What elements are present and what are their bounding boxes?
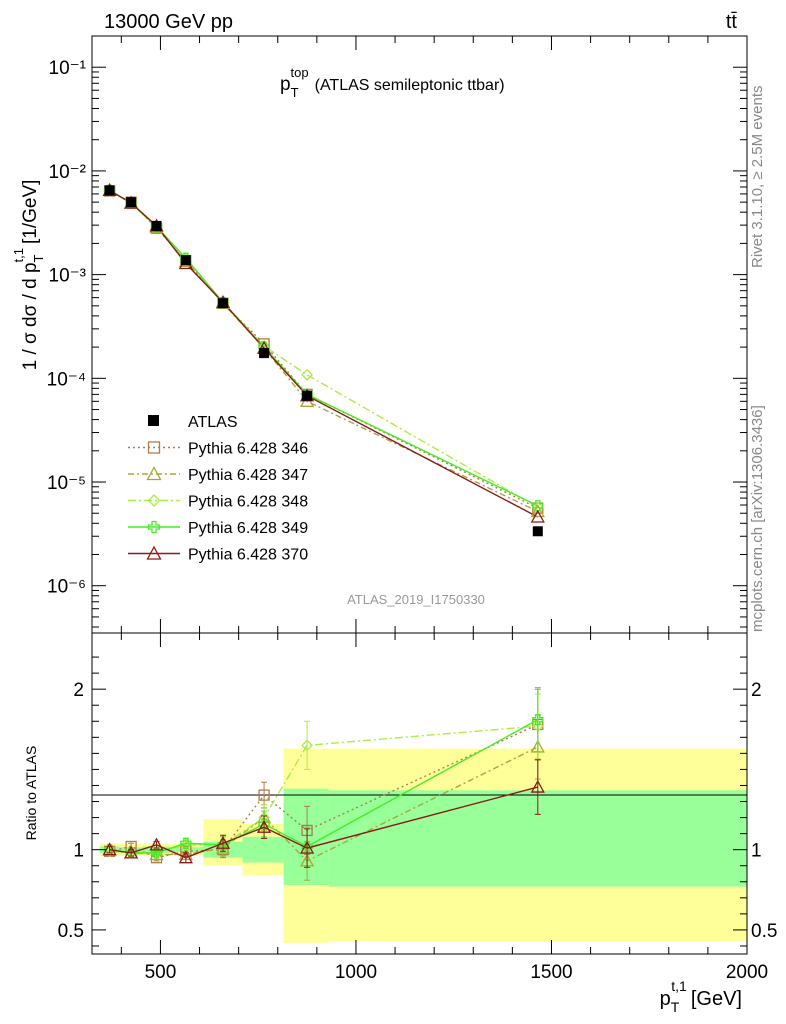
main-series-line [109,189,539,518]
x-tick-label: 500 [145,962,177,983]
ratio-y-tick-label: 1 [73,841,84,862]
xlabel-unit: [GeV] [691,988,742,1010]
ratio-series-point [180,837,192,849]
ratio-series-point [258,789,270,801]
main-ticks [92,35,748,633]
legend-marker [146,466,162,481]
mcplots-label: mcplots.cern.ch [arXiv:1306.3436] [749,405,766,632]
main-panel: 10⁻⁶10⁻⁵10⁻⁴10⁻³10⁻²10⁻¹ pTtop(ATLAS sem… [11,35,748,634]
legend-label: Pythia 6.428 370 [188,547,308,564]
ratio-frame [91,632,748,955]
main-y-tick-label: 10⁻¹ [49,58,87,79]
legend-atlas-label: ATLAS [188,414,238,431]
title-rest: (ATLAS semileptonic ttbar) [315,77,505,94]
header-left: 13000 GeV pp [104,11,233,33]
x-tick-label: 1500 [530,962,572,983]
ratio-series-line [109,786,538,859]
legend-marker [146,545,162,560]
ratio-y-label: Ratio to ATLAS [23,746,39,841]
main-series-point [301,368,313,381]
main-series-line [109,190,539,509]
ylabel-main: 1 / σ dσ / d p [20,262,41,370]
legend-label: Pythia 6.428 347 [188,467,308,484]
atlas-point [259,348,270,359]
ratio-series-lines [102,687,545,881]
rivet-label: Rivet 3.1.10, ≥ 2.5M events [749,86,766,269]
legend: ATLAS Pythia 6.428 346 Pythia 6.428 347 Pyt… [128,414,308,564]
main-series-line [109,189,539,513]
ratio-band-inner [242,836,284,863]
legend-label: Pythia 6.428 348 [188,494,308,511]
atlas-point [151,220,162,231]
analysis-label: ATLAS_2019_I1750330 [347,592,485,607]
ratio-series-point [301,840,313,853]
ratio-series-point [530,779,545,793]
ratio-series-point [532,714,544,726]
title-sup: top [291,65,309,80]
ratio-series-point [178,850,193,864]
ratio-y-tick-label: 0.5 [58,921,84,942]
ratio-series-line [109,723,539,859]
main-y-tick-label: 10⁻³ [49,266,87,287]
ratio-series-line [109,719,539,854]
ylabel-unit: [1/GeV] [20,180,41,244]
atlas-point [532,526,543,537]
ratio-series-point [256,819,272,833]
chart-title: pTtop (ATLAS semileptonic ttbar) [280,65,505,100]
atlas-point [104,185,115,196]
title-main: p [280,74,291,95]
main-y-label: 1 / σ dσ / d pTt,1 [1/GeV] [11,180,46,371]
atlas-point [218,298,228,309]
ylabel-sup: t,1 [11,248,26,262]
ratio-y-tick-label-right: 1 [751,841,762,862]
x-tick-label: 1000 [335,962,377,983]
ratio-panel: 500 1000 1500 2000 0.5 0.5 1 1 2 2 Ratio to ATLAS… [23,632,778,1015]
ratio-y-tick-label: 2 [73,680,84,701]
legend-marker [147,520,161,534]
x-axis-label: pTt,1[GeV] [660,978,742,1015]
ratio-y-tick-label-right: 0.5 [751,921,777,942]
ratio-uncertainty-bands [99,748,747,943]
legend-marker [147,494,161,507]
main-series-point [532,500,544,512]
legend-atlas-marker [148,415,159,426]
main-y-tick-label: 10⁻⁶ [47,577,86,598]
main-series-point [530,509,545,523]
main-y-tick-label: 10⁻² [49,162,87,183]
main-y-tick-labels: 10⁻⁶ 10⁻⁵ 10⁻⁴ 10⁻³ 10⁻² 10⁻¹ [47,58,86,598]
atlas-point [302,390,313,401]
ratio-series-point [124,845,139,859]
ratio-ticks [92,633,748,954]
xlabel-main: p [660,988,671,1010]
atlas-point [180,255,191,266]
ratio-series-point [102,842,117,856]
legend-label: Pythia 6.428 346 [188,441,308,458]
main-y-tick-label: 10⁻⁴ [47,369,86,390]
main-series-line [109,189,539,507]
ylabel-sub: T [31,254,46,262]
header-right: tt̄ [726,11,738,33]
main-y-tick-label: 10⁻⁵ [47,473,86,494]
ratio-tick-labels: 500 1000 1500 2000 0.5 0.5 1 1 2 2 [58,680,778,983]
xlabel-sub: T [671,999,680,1015]
ratio-y-tick-label-right: 2 [751,680,762,701]
ratio-band-inner [283,788,329,885]
ratio-series-point [215,835,231,849]
legend-label: Pythia 6.428 349 [188,520,308,537]
main-frame [91,35,748,634]
title-sub: T [291,85,299,100]
ratio-series-point [149,837,164,851]
main-series-lines [109,189,539,518]
xlabel-sup: t,1 [671,978,687,994]
legend-marker [147,441,161,454]
main-series-point [530,504,545,518]
ratio-series-point [299,840,315,854]
atlas-point [126,197,137,208]
main-data-points [102,182,545,537]
main-series-line [109,190,539,508]
x-tick-label: 2000 [726,962,768,983]
ratio-series-point [301,739,313,752]
